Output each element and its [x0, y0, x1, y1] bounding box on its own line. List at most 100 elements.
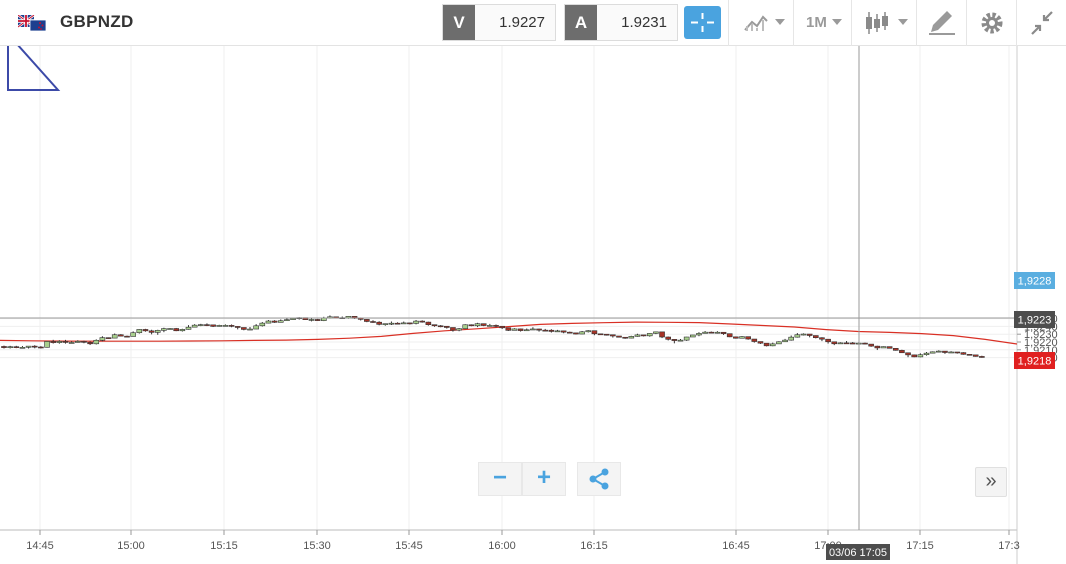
- crosshair-button[interactable]: [684, 6, 721, 39]
- candle: [603, 333, 610, 336]
- ask-price-tag: 1,9228: [1014, 272, 1055, 289]
- candle: [837, 342, 844, 345]
- candle: [517, 328, 524, 332]
- settings-button[interactable]: [966, 0, 1016, 46]
- candle: [388, 321, 395, 325]
- candle: [468, 324, 475, 327]
- candle: [776, 341, 782, 345]
- candle: [111, 333, 118, 339]
- candle: [1, 345, 7, 349]
- candle: [942, 350, 948, 354]
- candle: [210, 324, 216, 328]
- candle: [370, 320, 376, 323]
- candle: [554, 329, 561, 333]
- chevron-down-icon: [898, 19, 908, 25]
- candle: [62, 339, 69, 344]
- candle: [812, 335, 819, 339]
- candle: [782, 338, 788, 343]
- indicators-button[interactable]: [728, 0, 793, 46]
- candle: [745, 336, 751, 340]
- candle: [247, 327, 253, 331]
- candle: [923, 352, 930, 356]
- ma-value-tag-text: 1,9218: [1018, 356, 1052, 368]
- collapse-button[interactable]: [1016, 0, 1066, 46]
- ask-quote-button[interactable]: A 1.9231: [564, 4, 678, 41]
- chart-type-button[interactable]: [851, 0, 916, 46]
- candle: [708, 331, 715, 334]
- scroll-to-latest-button[interactable]: »: [975, 467, 1007, 497]
- y-tick-label: 1,9220: [1024, 337, 1058, 349]
- chevron-down-icon: [832, 19, 842, 25]
- share-button[interactable]: [577, 462, 621, 496]
- candle: [277, 319, 284, 323]
- bid-quote-button[interactable]: V 1.9227: [442, 4, 556, 41]
- candle: [714, 331, 721, 334]
- zoom-out-button[interactable]: −: [478, 462, 522, 496]
- candle: [474, 322, 481, 328]
- candle: [31, 345, 38, 349]
- candle: [154, 329, 161, 335]
- timeframe-button[interactable]: 1M: [793, 0, 851, 46]
- candle: [954, 351, 961, 354]
- candle: [185, 325, 192, 330]
- candle: [364, 319, 370, 323]
- candle: [523, 328, 530, 332]
- candle: [671, 339, 678, 344]
- candle: [960, 352, 967, 355]
- candle: [7, 345, 13, 349]
- candle: [548, 329, 555, 333]
- candle: [560, 330, 567, 334]
- x-tick-label: 16:45: [722, 540, 750, 552]
- candle: [38, 346, 44, 349]
- candle: [948, 351, 954, 354]
- cursor-price-tag: 1,9223: [1014, 311, 1055, 328]
- candle: [757, 341, 764, 344]
- candle: [659, 331, 665, 339]
- candle: [640, 334, 647, 337]
- candle: [167, 328, 173, 330]
- candle: [68, 341, 75, 344]
- candle: [653, 331, 659, 335]
- moving-average-layer: [0, 321, 1018, 345]
- candle: [843, 340, 850, 345]
- candle: [499, 325, 505, 330]
- candle: [99, 336, 106, 342]
- candle: [972, 354, 979, 357]
- cursor-price-tag-text: 1,9223: [1018, 315, 1052, 327]
- candle: [25, 345, 32, 349]
- candle: [597, 333, 604, 336]
- candle: [81, 340, 87, 344]
- candle: [929, 351, 936, 354]
- zoom-in-button[interactable]: +: [522, 462, 566, 496]
- candle: [376, 321, 382, 326]
- candle: [136, 329, 143, 334]
- instrument-toolbar: GBPNZD V 1.9227 A 1.9231 1M: [0, 0, 1066, 46]
- x-tick-label: 14:45: [26, 540, 54, 552]
- x-tick-label: 17:3: [998, 540, 1019, 552]
- candle: [616, 335, 622, 338]
- candle: [542, 328, 549, 332]
- instrument-symbol[interactable]: GBPNZD: [60, 12, 134, 31]
- candle: [634, 333, 641, 337]
- candle: [179, 328, 186, 332]
- candle: [935, 350, 942, 353]
- candle: [536, 328, 542, 332]
- x-tick-label: 15:00: [117, 540, 145, 552]
- drawing-tools-button[interactable]: [916, 0, 966, 46]
- bid-label: V: [443, 5, 475, 40]
- candle: [702, 331, 708, 334]
- candle: [480, 323, 487, 327]
- candle: [462, 324, 469, 330]
- x-tick-label: 17:15: [906, 540, 934, 552]
- candle: [628, 335, 635, 339]
- candle: [407, 322, 413, 325]
- candle: [142, 328, 149, 332]
- candle: [284, 318, 290, 322]
- gear-icon: [981, 12, 1003, 34]
- candle: [400, 321, 407, 325]
- drawn-triangle-shape[interactable]: [7, 46, 61, 91]
- candle: [665, 336, 672, 341]
- moving-average-line: [0, 321, 1018, 345]
- candle: [56, 340, 63, 344]
